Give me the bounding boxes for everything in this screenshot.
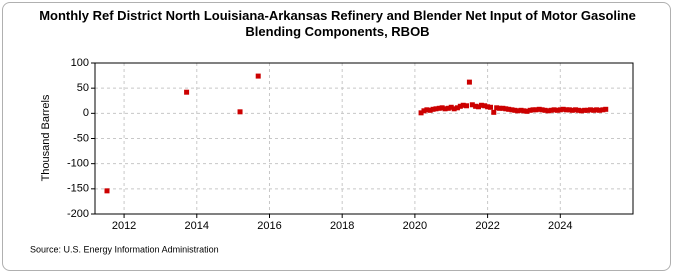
data-point [585,107,591,113]
data-point [466,79,472,85]
data-point [573,107,579,113]
data-point [478,102,484,108]
data-point [491,109,497,115]
y-tick-label: -50 [73,132,89,144]
data-point [457,103,463,109]
data-point [524,108,530,114]
x-tick-label: 2020 [403,220,427,232]
data-point [518,107,524,113]
x-tick-label: 2024 [548,220,572,232]
y-tick-label: 0 [83,107,89,119]
data-point [582,107,588,113]
data-point [509,107,515,113]
y-tick-label: 50 [77,82,89,94]
data-point [594,107,600,113]
x-tick-label: 2012 [112,220,136,232]
data-point [436,105,442,111]
data-point [536,106,542,112]
data-point [545,108,551,114]
chart-title: Monthly Ref District North Louisiana-Ark… [39,8,636,39]
data-point [597,107,603,113]
data-point [539,107,545,113]
data-point [442,106,448,112]
plot-border [94,62,634,215]
data-point [542,107,548,113]
data-point [527,107,533,113]
data-point [515,108,521,114]
data-point [521,108,527,114]
chart-frame [2,2,671,271]
data-point [485,104,491,110]
data-point [560,106,566,112]
data-point [473,103,479,109]
data-point [548,107,554,113]
data-point [427,107,433,113]
data-point [503,106,509,112]
data-point [418,110,424,116]
data-point [587,107,593,113]
data-point [566,107,572,113]
data-point [255,73,261,79]
data-point [575,107,581,113]
source-note: Source: U.S. Energy Information Administ… [30,244,219,254]
data-point [500,105,506,111]
data-point [563,107,569,113]
y-tick-label: -100 [67,158,89,170]
x-tick-label: 2022 [475,220,499,232]
data-point [497,105,503,111]
data-point [512,107,518,113]
data-point [237,109,243,115]
data-point [464,103,470,109]
data-point [445,105,451,111]
data-point [488,104,494,110]
data-point [578,108,584,114]
x-tick-label: 2014 [185,220,209,232]
data-point [448,104,454,110]
data-point [184,89,190,95]
data-point [603,106,609,112]
data-point [533,107,539,113]
data-point [551,107,557,113]
y-tick-label: 100 [71,57,89,69]
y-axis-label: Thousand Barrels [40,94,52,181]
data-point [591,107,597,113]
y-tick-label: -200 [67,208,89,220]
plot-area [95,63,633,214]
data-point [494,105,500,111]
data-point [557,107,563,113]
data-point [476,104,482,110]
data-point [460,102,466,108]
y-tick-label: -150 [67,183,89,195]
data-point [530,107,536,113]
data-point [469,102,475,108]
data-point [430,106,436,112]
data-point [569,107,575,113]
data-point [451,106,457,112]
data-point [600,107,606,113]
data-point [454,105,460,111]
data-point [506,106,512,112]
data-point [439,105,445,111]
data-point [433,106,439,112]
data-point [482,103,488,109]
x-tick-label: 2016 [257,220,281,232]
data-point [104,188,110,194]
data-point [424,107,430,113]
data-point [421,108,427,114]
data-point [554,107,560,113]
x-tick-label: 2018 [330,220,354,232]
